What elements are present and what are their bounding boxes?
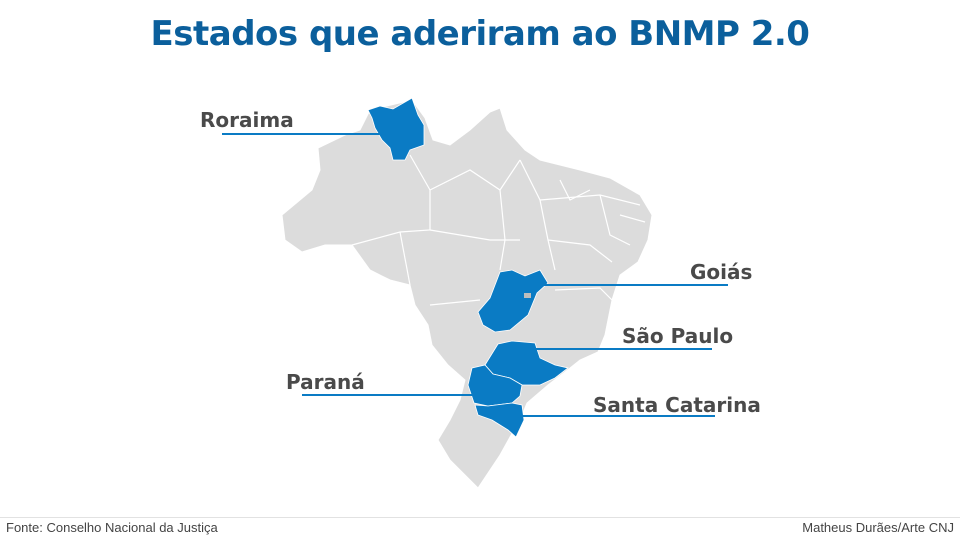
state-borders [351, 154, 646, 306]
page-title: Estados que aderiram ao BNMP 2.0 [150, 14, 810, 54]
state-roraima [367, 97, 425, 161]
label-parana: Paraná [286, 370, 365, 394]
state-santa-catarina [474, 402, 525, 438]
footer-divider [0, 517, 960, 518]
leader-goias [530, 284, 728, 286]
label-santa-catarina: Santa Catarina [593, 393, 761, 417]
brazil-outline [281, 99, 653, 489]
label-goias: Goiás [690, 260, 753, 284]
footer-source: Fonte: Conselho Nacional da Justiça [6, 520, 218, 535]
label-roraima: Roraima [200, 108, 294, 132]
footer-credit: Matheus Durães/Arte CNJ [802, 520, 954, 535]
federal-district [524, 293, 531, 298]
leader-santa-catarina [512, 415, 715, 417]
leader-sao-paulo [512, 348, 712, 350]
label-sao-paulo: São Paulo [622, 324, 734, 348]
leader-roraima [222, 133, 397, 135]
leader-parana [302, 394, 502, 396]
